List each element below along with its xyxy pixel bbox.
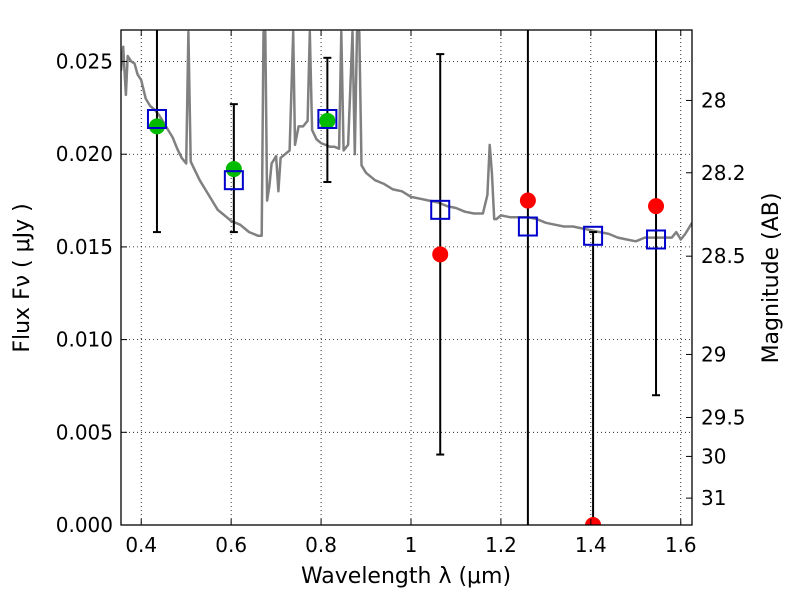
model-photometry-square — [517, 216, 538, 237]
plot-area — [121, 30, 692, 525]
y2-tick-label: 31 — [701, 486, 726, 510]
model-photometry-square — [317, 108, 338, 129]
x-tick-label: 0.4 — [125, 533, 157, 557]
y-tick-label: 0.010 — [56, 328, 113, 352]
x-tick-label: 0.6 — [215, 533, 247, 557]
model-photometry-square — [146, 108, 167, 129]
grid — [121, 30, 692, 525]
x-tick-label: 0.8 — [305, 533, 337, 557]
x-tick-label: 1.2 — [485, 533, 517, 557]
y-tick-label: 0.015 — [56, 235, 113, 259]
nondetected-flux-point — [585, 517, 602, 525]
model-spectrum-line — [121, 30, 692, 243]
y-tick-label: 0.005 — [56, 420, 113, 444]
detected-flux-point — [225, 161, 242, 178]
y-tick-label: 0.020 — [56, 142, 113, 166]
x-tick-label: 1.6 — [665, 533, 697, 557]
x-tick-label: 1 — [405, 533, 418, 557]
y2-tick-label: 30 — [701, 444, 726, 468]
x-tick-label: 1.4 — [575, 533, 607, 557]
model-photometry-square — [583, 225, 604, 246]
y2-tick-label: 29.5 — [701, 405, 746, 429]
model-photometry-square — [223, 170, 244, 191]
y2-tick-label: 28.2 — [701, 161, 746, 185]
y-tick-label: 0.000 — [56, 513, 113, 537]
model-photometry-square — [430, 199, 451, 220]
nondetected-flux-point — [648, 198, 665, 215]
model-photometry-square — [646, 229, 667, 250]
markers — [146, 108, 667, 525]
y-axis-label: Flux Fν ( μJy ) — [10, 203, 35, 352]
y2-axis-label: Magnitude (AB) — [759, 193, 784, 364]
y2-tick-label: 28.5 — [701, 244, 746, 268]
axes: 0.4 0.6 0.8 1 1.2 1.4 1.6 0.000 0.005 0.010 0.015 0… — [56, 30, 746, 557]
plot-frame — [120, 29, 693, 526]
y-tick-label: 0.025 — [56, 50, 113, 74]
nondetected-flux-point — [432, 246, 449, 263]
error-bars — [152, 30, 661, 525]
x-axis-label: Wavelength λ (μm) — [301, 564, 511, 589]
y2-tick-label: 29 — [701, 342, 726, 366]
detected-flux-point — [319, 112, 336, 129]
detected-flux-point — [148, 118, 165, 135]
y2-tick-label: 28 — [701, 88, 726, 112]
nondetected-flux-point — [519, 192, 536, 209]
